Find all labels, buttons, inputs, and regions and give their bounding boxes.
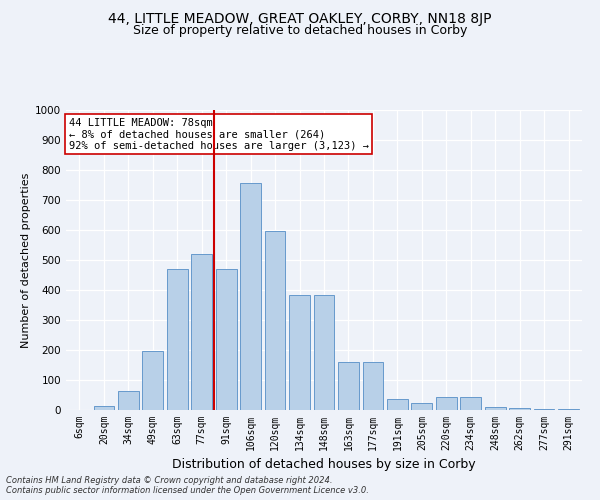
Bar: [240, 183, 261, 410]
Bar: [558, 409, 579, 410]
Text: Size of property relative to detached houses in Corby: Size of property relative to detached ho…: [133, 24, 467, 37]
Bar: [167, 269, 188, 410]
Bar: [387, 398, 408, 410]
Text: Contains HM Land Registry data © Crown copyright and database right 2024.: Contains HM Land Registry data © Crown c…: [6, 476, 332, 485]
X-axis label: Distribution of detached houses by size in Corby: Distribution of detached houses by size …: [172, 458, 476, 471]
Bar: [436, 398, 457, 410]
Bar: [118, 392, 139, 410]
Y-axis label: Number of detached properties: Number of detached properties: [21, 172, 31, 348]
Text: 44, LITTLE MEADOW, GREAT OAKLEY, CORBY, NN18 8JP: 44, LITTLE MEADOW, GREAT OAKLEY, CORBY, …: [108, 12, 492, 26]
Bar: [142, 351, 163, 410]
Bar: [362, 362, 383, 410]
Bar: [534, 408, 554, 410]
Bar: [191, 254, 212, 410]
Bar: [216, 269, 236, 410]
Bar: [94, 406, 114, 410]
Text: Contains public sector information licensed under the Open Government Licence v3: Contains public sector information licen…: [6, 486, 369, 495]
Bar: [338, 362, 359, 410]
Bar: [460, 398, 481, 410]
Bar: [314, 295, 334, 410]
Bar: [265, 231, 286, 410]
Bar: [412, 402, 432, 410]
Text: 44 LITTLE MEADOW: 78sqm
← 8% of detached houses are smaller (264)
92% of semi-de: 44 LITTLE MEADOW: 78sqm ← 8% of detached…: [68, 118, 368, 150]
Bar: [485, 407, 506, 410]
Bar: [509, 408, 530, 410]
Bar: [289, 295, 310, 410]
